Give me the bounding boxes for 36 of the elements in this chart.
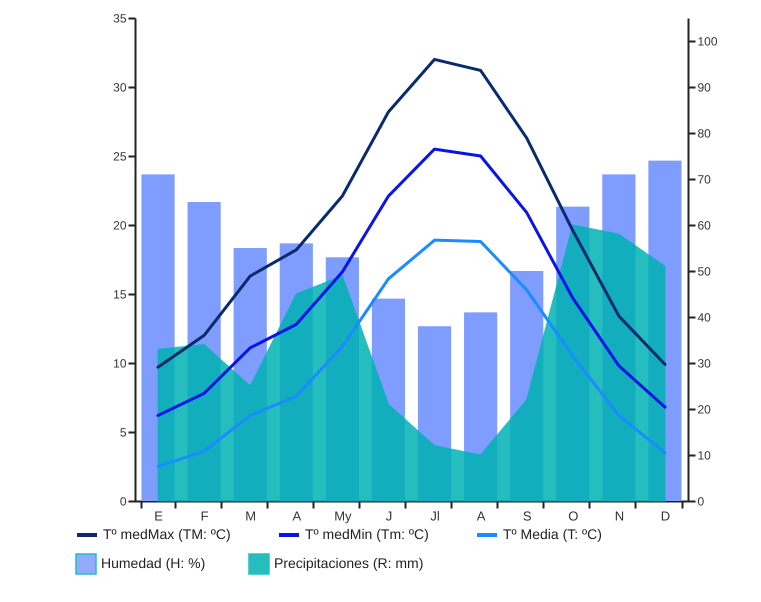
x-tick-label: E bbox=[154, 508, 164, 524]
x-tick-label: Jl bbox=[430, 508, 440, 524]
y2-tick-label: 40 bbox=[698, 310, 712, 324]
legend-label: Precipitaciones (R: mm) bbox=[274, 555, 424, 571]
y2-tick-label: 20 bbox=[698, 402, 712, 416]
x-tick-label: S bbox=[522, 508, 532, 524]
x-tick-label: A bbox=[476, 508, 486, 524]
y2-tick-label: 70 bbox=[698, 172, 712, 186]
y2-tick-label: 10 bbox=[698, 448, 712, 462]
x-tick-label: F bbox=[200, 508, 209, 524]
x-tick-label: A bbox=[292, 508, 302, 524]
legend-label: Tº medMin (Tm: ºC) bbox=[305, 526, 429, 542]
y-tick-label: 15 bbox=[113, 288, 127, 302]
y-tick-label: 0 bbox=[120, 494, 127, 508]
y2-tick-label: 30 bbox=[698, 356, 712, 370]
y-tick-label: 10 bbox=[113, 356, 127, 370]
y-tick-label: 25 bbox=[113, 150, 127, 164]
y2-tick-label: 90 bbox=[698, 80, 712, 94]
x-tick-label: N bbox=[614, 508, 624, 524]
legend-label: Tº Media (T: ºC) bbox=[503, 526, 602, 542]
y2-tick-label: 0 bbox=[698, 494, 704, 508]
legend-label: Tº medMax (TM: ºC) bbox=[103, 526, 231, 542]
y-tick-label: 20 bbox=[113, 218, 127, 232]
x-tick-label: O bbox=[568, 508, 578, 524]
x-tick-label: My bbox=[334, 508, 352, 524]
y-tick-label: 30 bbox=[113, 80, 127, 94]
y2-tick-label: 80 bbox=[698, 126, 712, 140]
y2-tick-label: 50 bbox=[698, 264, 712, 278]
legend-label: Humedad (H: %) bbox=[101, 555, 206, 571]
x-tick-label: D bbox=[660, 508, 670, 524]
y2-tick-label: 60 bbox=[698, 218, 712, 232]
y-tick-label: 5 bbox=[120, 426, 127, 440]
x-tick-label: M bbox=[245, 508, 256, 524]
y-tick-label: 35 bbox=[113, 12, 127, 26]
y2-tick-label: 100 bbox=[698, 34, 718, 48]
x-tick-label: J bbox=[386, 508, 392, 524]
